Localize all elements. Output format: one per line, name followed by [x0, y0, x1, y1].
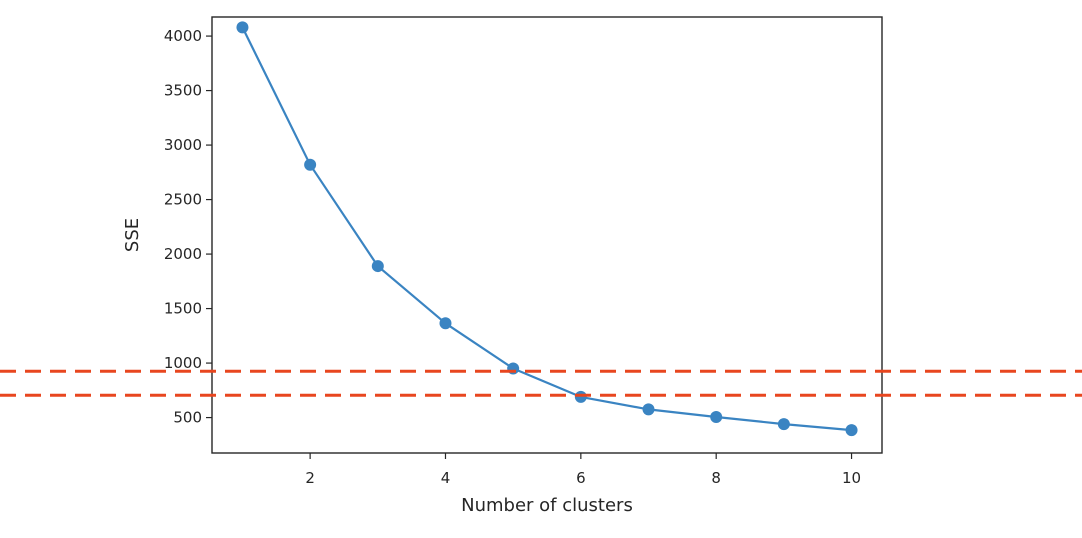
x-tick-label: 4 — [441, 469, 451, 487]
y-tick-label: 4000 — [164, 27, 202, 45]
plot-area — [211, 16, 883, 454]
y-tick-label: 500 — [173, 409, 202, 427]
data-point — [236, 21, 249, 34]
plot-frame — [211, 16, 883, 454]
data-point — [439, 317, 452, 330]
y-tick-label: 2000 — [164, 245, 202, 263]
data-point — [371, 260, 384, 273]
series-layer — [236, 21, 858, 437]
data-point — [777, 418, 790, 431]
x-tick-label: 2 — [305, 469, 315, 487]
data-point — [710, 411, 723, 424]
x-tick-label: 10 — [842, 469, 861, 487]
y-axis-ticks: 500 1000 1500 2000 2500 3000 3500 4000 — [164, 27, 212, 427]
data-point — [304, 158, 317, 171]
data-point — [574, 390, 587, 403]
annotation-layer — [0, 369, 1082, 397]
y-tick-label: 2500 — [164, 191, 202, 209]
x-tick-label: 8 — [711, 469, 721, 487]
y-tick-label: 3000 — [164, 136, 202, 154]
data-point — [845, 424, 858, 437]
x-axis-ticks: 2 4 6 8 10 — [305, 453, 861, 487]
x-axis-label: Number of clusters — [461, 495, 633, 516]
series-line — [241, 26, 852, 432]
x-tick-label: 6 — [576, 469, 586, 487]
y-tick-label: 3500 — [164, 82, 202, 100]
data-point — [642, 403, 655, 416]
y-tick-label: 1500 — [164, 300, 202, 318]
y-axis-label: SSE — [122, 218, 143, 252]
y-tick-label: 1000 — [164, 354, 202, 372]
